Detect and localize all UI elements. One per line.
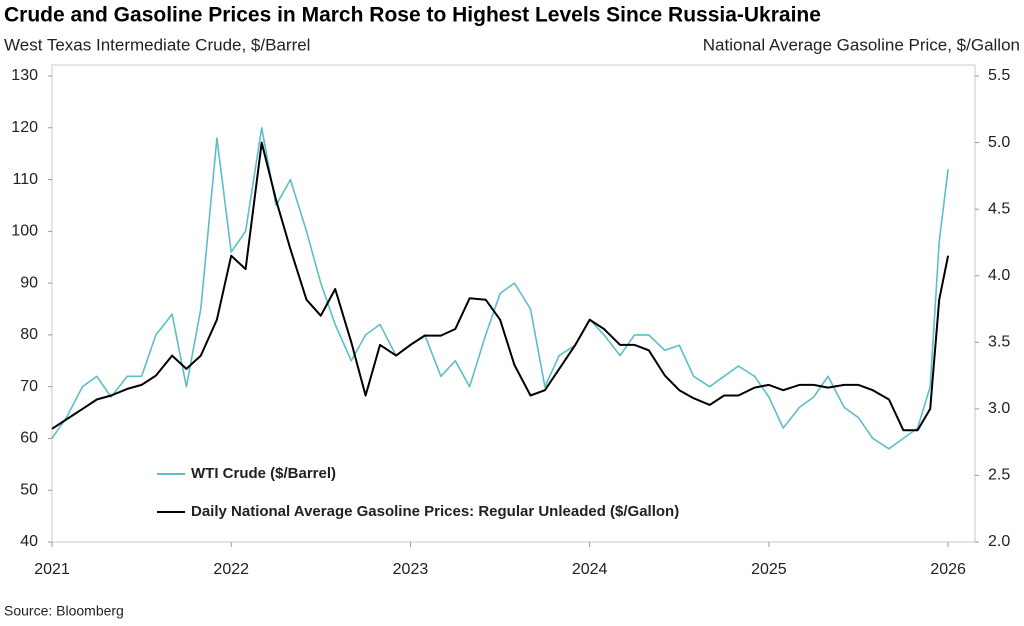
y-tick-label: 100 — [11, 223, 38, 240]
y-tick-label: 120 — [11, 119, 38, 136]
y-tick-label: 40 — [20, 533, 38, 550]
y-tick-label: 70 — [20, 378, 38, 395]
chart-title: Crude and Gasoline Prices in March Rose … — [4, 4, 821, 27]
y2-tick-label: 3.0 — [988, 400, 1010, 417]
legend-label: WTI Crude ($/Barrel) — [191, 465, 336, 482]
x-tick-label: 2025 — [751, 561, 787, 578]
y2-axis-title: National Average Gasoline Price, $/Gallo… — [703, 35, 1020, 54]
source: Source: Bloomberg — [4, 603, 124, 619]
plot-frame — [51, 64, 976, 543]
x-tick-label: 2024 — [572, 561, 608, 578]
y2-tick-label: 5.5 — [988, 67, 1010, 84]
y2-tick-label: 2.0 — [988, 533, 1010, 550]
y-tick-label: 110 — [12, 171, 38, 188]
y2-tick-label: 5.0 — [988, 134, 1010, 151]
y2-tick-label: 3.5 — [988, 334, 1010, 351]
x-tick-label: 2021 — [34, 561, 70, 578]
series-line — [51, 141, 950, 432]
y2-tick-label: 2.5 — [988, 467, 1010, 484]
y-tick-label: 90 — [20, 274, 38, 291]
series-line — [51, 127, 949, 450]
legend-label: Daily National Average Gasoline Prices: … — [191, 503, 679, 520]
y2-tick-label: 4.0 — [988, 267, 1010, 284]
y-axis-title: West Texas Intermediate Crude, $/Barrel — [4, 35, 310, 54]
x-tick-label: 2022 — [213, 561, 249, 578]
x-tick-label: 2023 — [393, 561, 429, 578]
x-tick-label: 2026 — [930, 561, 966, 578]
y-tick-label: 50 — [20, 481, 38, 498]
y-tick-label: 60 — [20, 430, 38, 447]
y2-tick-label: 4.5 — [988, 200, 1010, 217]
y-tick-label: 130 — [11, 67, 38, 84]
y-tick-label: 80 — [20, 326, 38, 343]
